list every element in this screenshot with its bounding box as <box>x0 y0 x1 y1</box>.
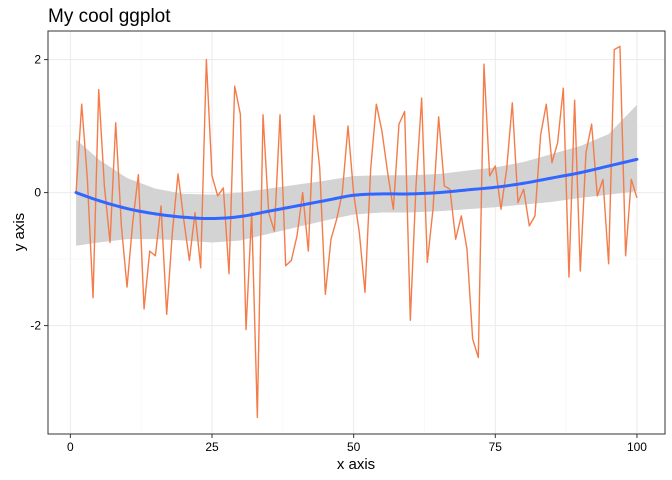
panel-border <box>47 30 666 435</box>
y-tick-label: 2 <box>34 53 41 67</box>
x-axis-title: x axis <box>337 456 375 473</box>
confidence-ribbon-layer <box>76 104 637 246</box>
confidence-ribbon <box>76 104 637 246</box>
smooth-trend-line <box>74 157 639 221</box>
y-tick-label: -2 <box>30 319 41 333</box>
x-tick-label: 50 <box>347 440 361 454</box>
data-line-layer <box>75 45 638 419</box>
y-axis-title: y axis <box>11 213 28 251</box>
y-tick-label: 0 <box>34 186 41 200</box>
x-tick-label: 75 <box>489 440 503 454</box>
x-tick-label: 0 <box>67 440 74 454</box>
smooth-line-layer <box>74 157 639 221</box>
y-axis-ticks: -2 0 2 <box>30 53 48 333</box>
chart-title: My cool ggplot <box>48 6 171 27</box>
data-series-line <box>75 45 638 419</box>
x-tick-label: 100 <box>627 440 647 454</box>
x-axis-ticks: 0 25 50 75 100 <box>67 434 647 454</box>
x-tick-label: 25 <box>205 440 219 454</box>
